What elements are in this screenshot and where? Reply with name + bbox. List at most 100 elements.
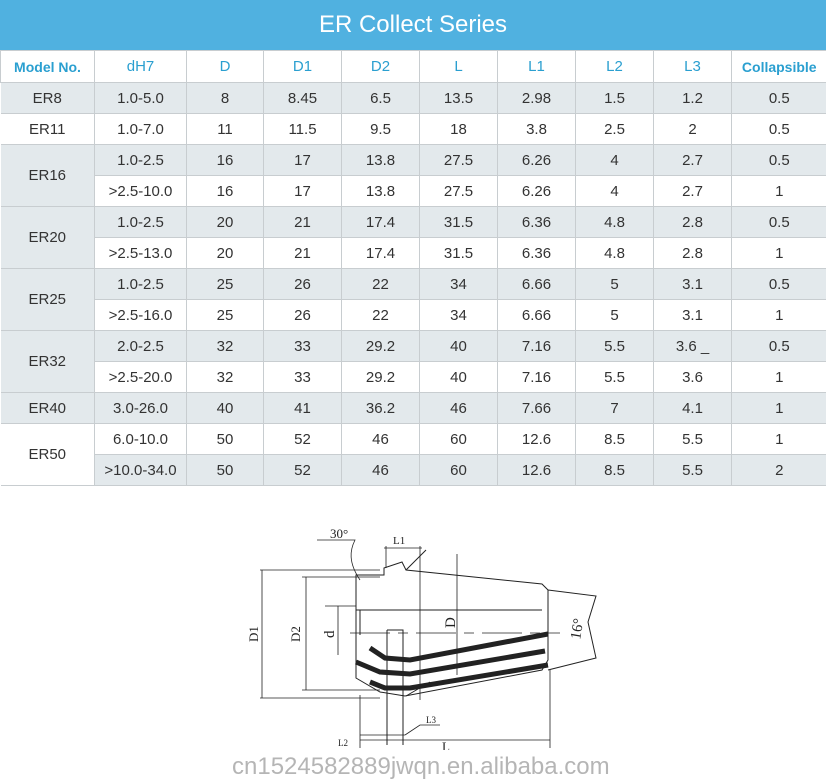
table-row: ER8 1.0-5.0 8 8.45 6.5 13.5 2.98 1.5 1.2 0.5 xyxy=(0,82,826,114)
dim-l1-label: L1 xyxy=(393,535,405,547)
table-cell: 17.4 xyxy=(341,237,420,269)
table-cell: 5.5 xyxy=(575,330,654,362)
table-row: >2.5-13.0 20 21 17.4 31.5 6.36 4.8 2.8 1 xyxy=(1,237,826,269)
column-header: L1 xyxy=(497,50,576,83)
table-cell: 1.0-2.5 xyxy=(94,268,187,300)
table-cell: 5 xyxy=(575,299,654,331)
table-cell: 50 xyxy=(186,423,264,455)
table-cell: 2.98 xyxy=(497,82,576,114)
table-cell: 27.5 xyxy=(419,144,498,176)
table-cell: 13.8 xyxy=(341,175,420,207)
table-cell: 3.1 xyxy=(653,299,732,331)
table-cell: 21 xyxy=(263,206,342,238)
table-cell: 29.2 xyxy=(341,330,420,362)
table-cell: >2.5-20.0 xyxy=(94,361,187,393)
table-cell: 18 xyxy=(419,113,498,145)
table-cell: 31.5 xyxy=(419,206,498,238)
table-cell: 1.0-5.0 xyxy=(94,82,187,114)
table-cell: 1 xyxy=(731,392,826,424)
table-row: ER50 6.0-10.0 50 52 46 60 12.6 8.5 5.5 1 xyxy=(0,423,826,486)
table-cell: 6.5 xyxy=(341,82,420,114)
table-cell: 17.4 xyxy=(341,206,420,238)
table-cell: 0.5 xyxy=(731,82,826,114)
table-cell: 33 xyxy=(263,330,342,362)
table-cell: 1 xyxy=(731,175,826,207)
table-cell: 5 xyxy=(575,268,654,300)
table-cell: 1 xyxy=(731,423,826,455)
table-cell: 11 xyxy=(186,113,264,145)
table-cell: 31.5 xyxy=(419,237,498,269)
table-cell: 13.5 xyxy=(419,82,498,114)
er-collet-table: Model No. dH7 D D1 D2 L L1 L2 L3 Collapsible ER8 1… xyxy=(0,50,826,486)
table-row: >2.5-10.0 16 17 13.8 27.5 6.26 4 2.7 1 xyxy=(1,175,826,207)
table-cell: 60 xyxy=(419,454,498,486)
table-cell: 2 xyxy=(653,113,732,145)
model-cell: ER50 xyxy=(0,423,95,486)
dim-d1-label: D1 xyxy=(246,626,261,642)
table-cell: 0.5 xyxy=(731,330,826,362)
table-cell: 7.16 xyxy=(497,361,576,393)
table-cell: 4.8 xyxy=(575,206,654,238)
table-cell: 3.6 xyxy=(653,361,732,393)
table-cell: 6.36 xyxy=(497,237,576,269)
table-row: ER20 1.0-2.5 20 21 17.4 31.5 6.36 4.8 2.8 0.5 xyxy=(0,206,826,269)
table-cell: 29.2 xyxy=(341,361,420,393)
table-cell: 4.8 xyxy=(575,237,654,269)
table-cell: 25 xyxy=(186,299,264,331)
table-cell: 21 xyxy=(263,237,342,269)
table-cell: 7.16 xyxy=(497,330,576,362)
table-cell: 2.8 xyxy=(653,206,732,238)
table-cell: 6.26 xyxy=(497,144,576,176)
table-row: ER11 1.0-7.0 11 11.5 9.5 18 3.8 2.5 2 0.5 xyxy=(0,113,826,145)
table-cell: >2.5-16.0 xyxy=(94,299,187,331)
table-cell: 11.5 xyxy=(263,113,342,145)
column-header: L xyxy=(419,50,498,83)
table-title: ER Collect Series xyxy=(318,11,508,38)
model-cell: ER40 xyxy=(0,392,95,424)
dim-d-label: D xyxy=(443,617,459,628)
table-cell: 1 xyxy=(731,237,826,269)
table-cell: 4.1 xyxy=(653,392,732,424)
table-cell: 3.0-26.0 xyxy=(94,392,187,424)
table-cell: 2.8 xyxy=(653,237,732,269)
table-cell: 0.5 xyxy=(731,268,826,300)
column-header: D2 xyxy=(341,50,420,83)
table-row: >2.5-16.0 25 26 22 34 6.66 5 3.1 1 xyxy=(1,299,826,331)
table-cell: 22 xyxy=(341,268,420,300)
table-cell: 17 xyxy=(263,175,342,207)
table-cell: 16 xyxy=(186,144,264,176)
table-cell: 0.5 xyxy=(731,113,826,145)
model-cell: ER25 xyxy=(0,268,95,331)
table-row: ER16 1.0-2.5 16 17 13.8 27.5 6.26 4 2.7 0.5 xyxy=(0,144,826,207)
table-cell: 3.6 _ xyxy=(653,330,732,362)
table-cell: 1.0-2.5 xyxy=(94,206,187,238)
table-cell: 8.45 xyxy=(263,82,342,114)
table-cell: 2.0-2.5 xyxy=(94,330,187,362)
table-row: ER32 2.0-2.5 32 33 29.2 40 7.16 5.5 3.6 _ 0.5 xyxy=(0,330,826,393)
model-cell: ER11 xyxy=(0,113,95,145)
angle-30-label: 30° xyxy=(330,526,348,541)
table-cell: 1.0-7.0 xyxy=(94,113,187,145)
table-cell: 33 xyxy=(263,361,342,393)
dim-d2-label: D2 xyxy=(288,626,303,642)
header-row: Model No. dH7 D D1 D2 L L1 L2 L3 Collapsible xyxy=(0,50,826,83)
table-cell: 4 xyxy=(575,175,654,207)
model-cell: ER16 xyxy=(0,144,95,207)
table-cell: 26 xyxy=(263,268,342,300)
table-cell: 4 xyxy=(575,144,654,176)
table-row: >10.0-34.0 50 52 46 60 12.6 8.5 5.5 2 xyxy=(1,454,826,486)
table-cell: 32 xyxy=(186,330,264,362)
table-cell: 6.26 xyxy=(497,175,576,207)
table-cell: 60 xyxy=(419,423,498,455)
model-cell: ER8 xyxy=(0,82,95,114)
dim-l2-label: L2 xyxy=(338,738,348,748)
table-cell: 20 xyxy=(186,237,264,269)
table-cell: 9.5 xyxy=(341,113,420,145)
table-cell: 22 xyxy=(341,299,420,331)
table-cell: 34 xyxy=(419,268,498,300)
column-header: Model No. xyxy=(0,50,95,83)
table-cell: 1.2 xyxy=(653,82,732,114)
table-cell: 5.5 xyxy=(575,361,654,393)
angle-16-label: 16° xyxy=(568,617,587,640)
table-cell: 40 xyxy=(419,330,498,362)
